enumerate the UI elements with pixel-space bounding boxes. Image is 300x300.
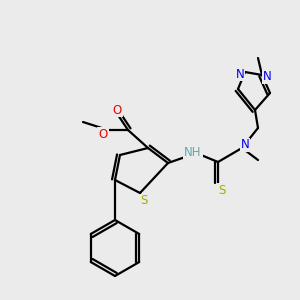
Text: S: S [218,184,226,196]
Text: S: S [140,194,148,208]
Text: N: N [241,139,249,152]
Text: O: O [98,128,108,140]
Text: O: O [112,103,122,116]
Text: NH: NH [184,146,202,158]
Text: N: N [262,70,272,83]
Text: N: N [236,68,244,80]
